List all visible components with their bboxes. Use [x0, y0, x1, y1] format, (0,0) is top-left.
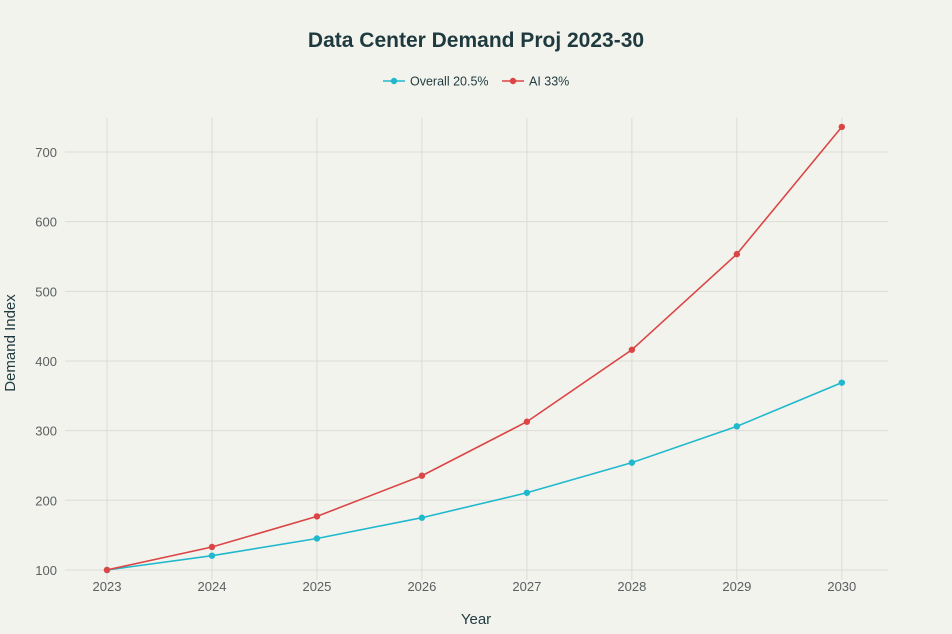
y-axis-ticks: 100 200 300 400 500 600 700: [35, 145, 57, 578]
legend-marker: [390, 77, 398, 85]
data-point: [208, 552, 216, 559]
legend-entry: AI 33%: [529, 75, 569, 89]
data-point: [418, 514, 426, 521]
data-point: [313, 513, 321, 520]
x-tick-label: 2029: [722, 579, 751, 594]
data-point: [628, 459, 636, 466]
y-axis-label: Demand Index: [2, 294, 19, 392]
gridlines: [65, 118, 888, 580]
x-tick-label: 2028: [617, 579, 646, 594]
x-axis-ticks: 2023 2024 2025 2026 2027 2028 2029 2030: [93, 579, 857, 594]
data-point: [733, 423, 741, 430]
chart-title: Data Center Demand Proj 2023-30: [308, 29, 644, 52]
y-tick-label: 300: [35, 424, 57, 439]
data-point: [523, 418, 531, 425]
legend-entry: Overall 20.5%: [410, 75, 489, 89]
legend-marker: [509, 77, 517, 85]
y-tick-label: 700: [35, 145, 57, 160]
series-line-ai: [106, 126, 843, 571]
y-tick-label: 500: [35, 284, 57, 299]
x-axis-label: Year: [461, 611, 491, 628]
x-tick-label: 2024: [198, 579, 227, 594]
x-tick-label: 2026: [407, 579, 436, 594]
x-tick-label: 2023: [93, 579, 122, 594]
data-point: [103, 566, 111, 574]
y-tick-label: 100: [35, 563, 57, 578]
data-point: [628, 346, 636, 353]
y-tick-label: 200: [35, 493, 57, 508]
data-point: [838, 379, 846, 386]
x-tick-label: 2027: [512, 579, 541, 594]
data-point: [523, 489, 531, 496]
data-point: [838, 123, 846, 131]
x-tick-label: 2030: [827, 579, 856, 594]
x-tick-label: 2025: [302, 579, 331, 594]
data-point: [418, 472, 426, 479]
series-line-overall: [106, 381, 843, 571]
data-point: [313, 535, 321, 542]
data-point: [208, 543, 216, 551]
y-tick-label: 400: [35, 354, 57, 369]
y-tick-label: 600: [35, 215, 57, 230]
series-group: [103, 123, 846, 574]
data-point: [733, 250, 741, 258]
legend: Overall 20.5% AI 33%: [383, 75, 569, 89]
